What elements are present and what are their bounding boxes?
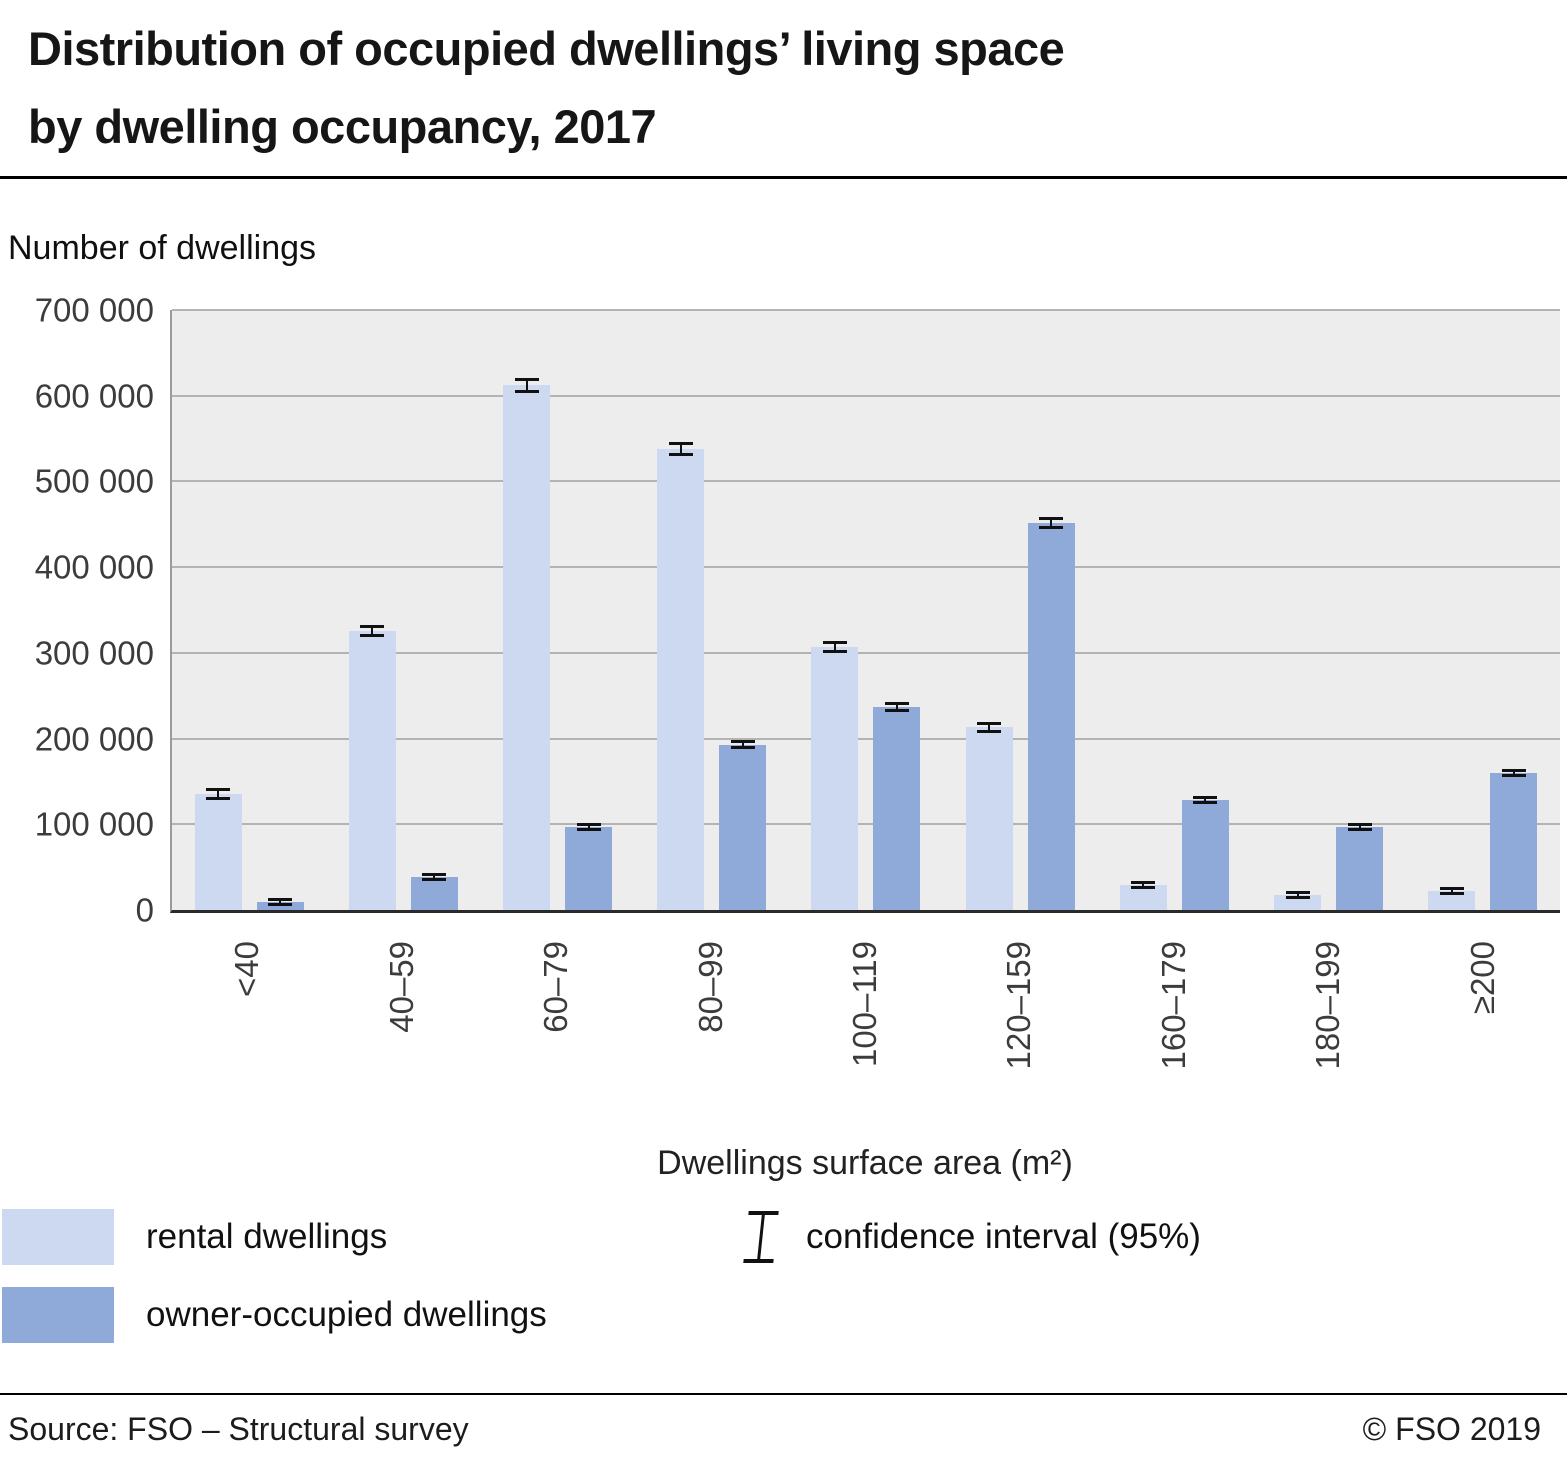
rental-bar-0 — [194, 788, 242, 910]
bar-group-0 — [172, 310, 326, 910]
confidence-interval-icon — [743, 1211, 779, 1263]
x-tick-label-7: 180–199 — [1309, 941, 1347, 1070]
rental-bar-3 — [657, 442, 705, 910]
bar-group-3 — [635, 310, 789, 910]
rental-bar-1 — [348, 625, 396, 910]
bar-chart: 0 100 000 200 000 300 000 400 000 500 000 600 … — [0, 294, 1560, 927]
gridline — [172, 309, 1560, 311]
y-axis-labels: 0 100 000 200 000 300 000 400 000 500 000 600 … — [0, 294, 170, 927]
confidence-interval-bar — [977, 722, 1002, 733]
gridline — [172, 823, 1560, 826]
legend-label-owner: owner-occupied dwellings — [146, 1295, 547, 1334]
x-tick-label-2: 60–79 — [537, 941, 575, 1033]
gridline — [172, 566, 1560, 569]
y-tick-label: 400 000 — [34, 548, 154, 586]
owner-bar-5 — [1027, 516, 1075, 910]
y-tick-label: 300 000 — [34, 634, 154, 672]
legend: rental dwellings confidence interval (95… — [0, 1209, 1567, 1343]
rental-bar-6 — [1119, 881, 1167, 910]
x-tick-label-1: 40–59 — [382, 941, 420, 1033]
gridline — [172, 394, 1560, 397]
confidence-interval-bar — [206, 788, 231, 801]
confidence-interval-bar — [360, 625, 385, 638]
legend-row-owner: owner-occupied dwellings — [2, 1287, 1567, 1343]
gridline — [172, 480, 1560, 483]
bar-group-6 — [1097, 310, 1251, 910]
x-tick-label-5: 120–159 — [1000, 941, 1038, 1070]
owner-bar-3 — [719, 739, 767, 910]
legend-swatch-rental — [2, 1209, 114, 1265]
legend-label-confidence: confidence interval (95%) — [806, 1217, 1201, 1256]
confidence-interval-bar — [1347, 822, 1372, 831]
bar-group-2 — [480, 310, 634, 910]
bars-layer — [172, 310, 1560, 910]
confidence-interval-bar — [1285, 891, 1310, 900]
confidence-interval-bar — [668, 442, 693, 456]
owner-bar-2 — [565, 822, 613, 910]
rental-bar-8 — [1428, 887, 1476, 910]
owner-bar-6 — [1181, 796, 1229, 910]
gridlines — [172, 309, 1560, 910]
confidence-interval-bar — [514, 377, 539, 394]
confidence-interval-bar — [1193, 796, 1218, 805]
y-tick-label: 500 000 — [34, 462, 154, 500]
copyright-note: © FSO 2019 — [1362, 1411, 1541, 1447]
rental-bar-7 — [1274, 891, 1322, 910]
x-tick-label-3: 80–99 — [691, 941, 729, 1033]
title-divider — [0, 176, 1567, 179]
owner-bar-4 — [873, 701, 921, 910]
source-note: Source: FSO – Structural survey — [8, 1411, 469, 1447]
x-tick-label-6: 160–179 — [1154, 941, 1192, 1070]
legend-label-rental: rental dwellings — [146, 1217, 388, 1256]
confidence-interval-bar — [422, 873, 447, 882]
x-tick-label-4: 100–119 — [845, 941, 883, 1068]
confidence-interval-bar — [822, 640, 847, 653]
x-tick-label-8: ≥200 — [1463, 941, 1501, 1015]
legend-item-confidence: confidence interval (95%) — [743, 1209, 1201, 1265]
y-tick-label: 0 — [135, 891, 154, 929]
rental-bar-2 — [503, 377, 551, 910]
owner-bar-7 — [1336, 822, 1384, 910]
bar-group-8 — [1406, 310, 1560, 910]
owner-bar-1 — [410, 873, 458, 910]
footer: Source: FSO – Structural survey © FSO 20… — [0, 1395, 1567, 1448]
rental-bar-4 — [811, 640, 859, 910]
x-axis-tick-labels: <40 40–59 60–79 80–99 100–119 120–159 160–179 1… — [170, 941, 1560, 1136]
gridline — [172, 651, 1560, 654]
confidence-interval-bar — [1439, 887, 1464, 896]
bar-group-4 — [789, 310, 943, 910]
y-tick-label: 100 000 — [34, 805, 154, 843]
footer-divider — [0, 1393, 1567, 1395]
chart-title-line1: Distribution of occupied dwellings’ livi… — [28, 22, 1065, 75]
bar-group-5 — [943, 310, 1097, 910]
chart-title-line2: by dwelling occupancy, 2017 — [28, 100, 657, 153]
confidence-interval-bar — [730, 739, 755, 750]
gridline — [172, 737, 1560, 740]
legend-swatch-owner — [2, 1287, 114, 1343]
confidence-interval-bar — [1039, 516, 1064, 529]
confidence-interval-bar — [1501, 768, 1526, 778]
plot-area — [170, 309, 1560, 913]
confidence-interval-bar — [268, 898, 293, 907]
owner-bar-8 — [1490, 768, 1538, 910]
chart-title: Distribution of occupied dwellings’ livi… — [0, 0, 1567, 166]
x-axis-title: Dwellings surface area (m²) — [657, 1144, 1073, 1182]
rental-bar-5 — [965, 722, 1013, 910]
y-axis-title: Number of dwellings — [8, 229, 317, 267]
bar-group-7 — [1252, 310, 1406, 910]
x-tick-label-0: <40 — [228, 941, 266, 997]
y-tick-label: 700 000 — [34, 291, 154, 329]
confidence-interval-bar — [1131, 881, 1156, 890]
legend-row-rental: rental dwellings confidence interval (95… — [2, 1209, 1567, 1265]
confidence-interval-bar — [576, 822, 601, 831]
owner-bar-0 — [256, 898, 304, 910]
confidence-interval-bar — [884, 701, 909, 712]
bar-group-1 — [326, 310, 480, 910]
y-tick-label: 200 000 — [34, 720, 154, 758]
y-tick-label: 600 000 — [34, 377, 154, 415]
